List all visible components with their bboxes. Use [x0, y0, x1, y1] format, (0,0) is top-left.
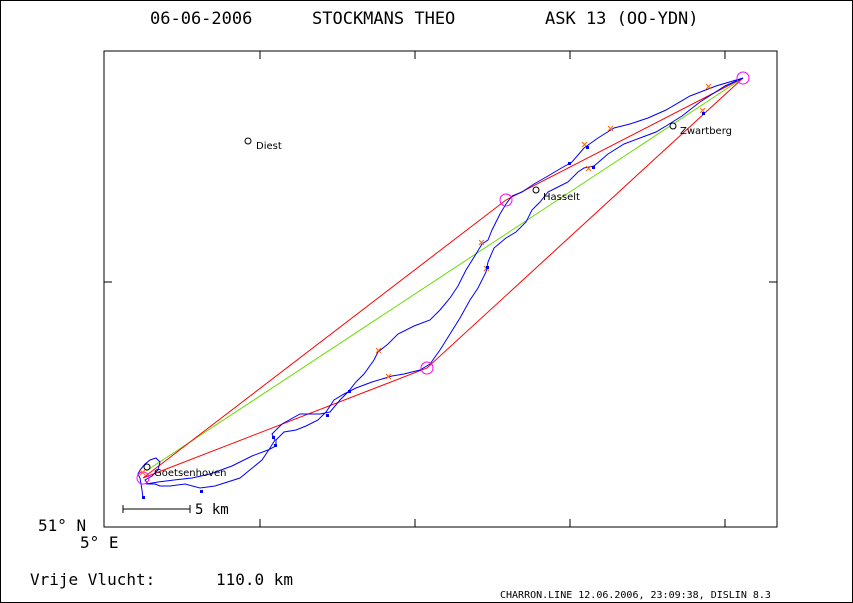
axis-ticks [104, 51, 777, 527]
straight-line [145, 77, 744, 472]
distance-label: Vrije Vlucht: [30, 570, 155, 589]
fix-markers [139, 83, 712, 476]
turnpoint-circle-3 [420, 361, 434, 375]
turnpoint-circles [136, 71, 750, 485]
plot-area [103, 50, 778, 528]
aircraft-id: ASK 13 (OO-YDN) [545, 9, 699, 29]
pilot-name: STOCKMANS THEO [312, 9, 456, 29]
place-label-zwartberg: Zwartberg [680, 126, 732, 137]
flight-title: 06-06-2006 STOCKMANS THEO ASK 13 (OO-YDN… [0, 9, 853, 33]
flight-track [137, 77, 744, 499]
place-label-diest: Diest [256, 141, 282, 152]
turnpoint-circle-1 [499, 193, 513, 207]
distance-value: 110.0 km [216, 570, 293, 589]
flight-date: 06-06-2006 [150, 9, 253, 29]
place-label-hasselt: Hasselt [543, 192, 580, 203]
longitude-label: 5° E [80, 533, 119, 552]
place-marker-zwartberg [669, 122, 677, 130]
place-marker-diest [244, 137, 252, 145]
place-label-goetsenhoven: Goetsenhoven [154, 468, 227, 479]
turnpoint-circle-2 [736, 71, 750, 85]
credits-line: CHARRON.LINE 12.06.2006, 23:09:38, DISLI… [500, 590, 771, 601]
place-marker-goetsenhoven [143, 463, 151, 471]
scale-bar: 5 km [122, 502, 229, 518]
track-fix-dots [142, 112, 705, 499]
place-marker-hasselt [532, 186, 540, 194]
latitude-label: 51° N [38, 516, 86, 535]
place-markers: Diest Hasselt Zwartberg Goetsenhoven [143, 122, 732, 479]
scale-bar-label: 5 km [195, 502, 229, 518]
task-legs [142, 77, 744, 479]
